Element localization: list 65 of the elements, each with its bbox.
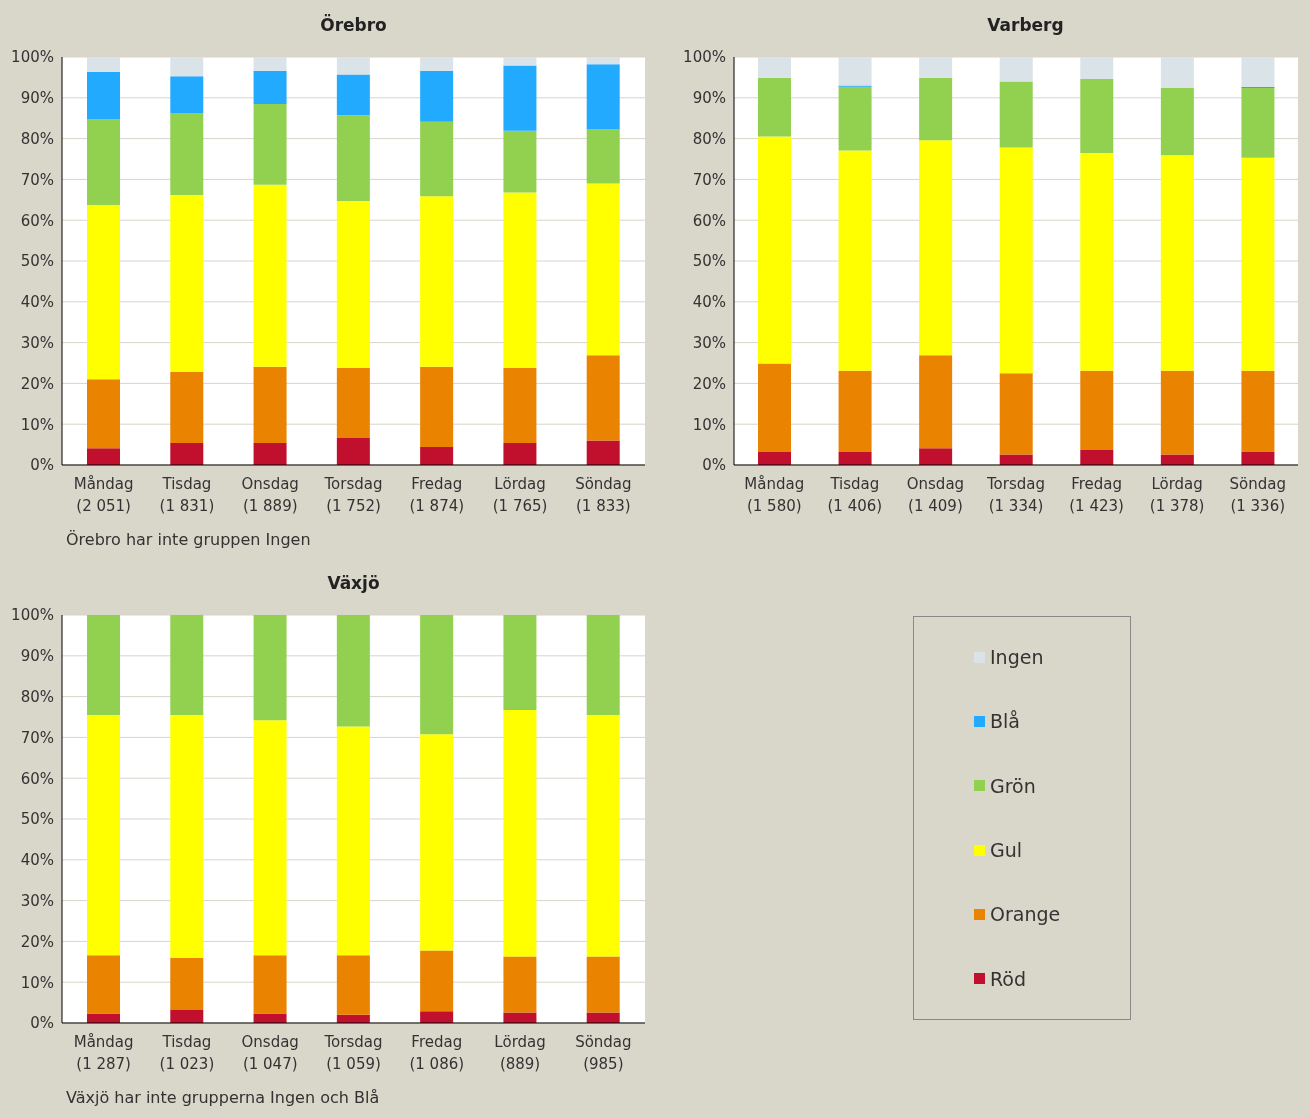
y-tick-label: 100%: [11, 606, 54, 625]
x-tick-label: Fredag (1 423): [1069, 475, 1124, 515]
x-tick-label: Fredag (1 086): [409, 1033, 465, 1073]
x-tick-label: Fredag (1 874): [409, 475, 465, 515]
y-tick-label: 20%: [20, 374, 54, 393]
chart-title: Varberg: [986, 15, 1065, 35]
y-tick-label: 20%: [20, 932, 54, 951]
y-tick-label: 100%: [11, 48, 54, 67]
x-tick-label: Tisdag (1 406): [827, 475, 883, 515]
x-tick-label: Lördag (1 765): [492, 475, 548, 515]
x-tick-label: Torsdag (1 752): [323, 475, 383, 515]
y-tick-label: 70%: [20, 170, 54, 189]
y-tick-label: 60%: [20, 769, 54, 788]
x-tick-label: Torsdag (1 059): [323, 1033, 383, 1073]
legend-label: Röd: [990, 967, 1027, 990]
y-tick-label: 90%: [20, 89, 54, 108]
chart-title: Växjö: [326, 573, 381, 593]
y-tick-label: 30%: [20, 333, 54, 352]
x-tick-label: Söndag (985): [575, 1033, 632, 1073]
y-tick-label: 0%: [30, 1014, 54, 1033]
x-tick-label: Lördag (889): [494, 1033, 546, 1073]
x-tick-label: Söndag (1 336): [1229, 475, 1286, 515]
text: Örebro har inte gruppen Ingen: [66, 530, 311, 549]
legend-label: Blå: [990, 710, 1020, 733]
x-tick-label: Tisdag (1 023): [159, 1033, 215, 1073]
y-tick-label: 10%: [20, 973, 54, 992]
y-tick-label: 20%: [692, 374, 726, 393]
y-tick-label: 10%: [20, 415, 54, 434]
x-tick-label: Onsdag (1 409): [906, 475, 965, 515]
y-tick-label: 60%: [692, 211, 726, 230]
x-tick-label: Onsdag (1 047): [241, 1033, 299, 1073]
y-tick-label: 40%: [20, 293, 54, 312]
y-tick-label: 50%: [20, 810, 54, 829]
legend-label: Ingen: [990, 646, 1044, 669]
y-tick-label: 0%: [702, 456, 726, 475]
y-tick-label: 50%: [692, 252, 726, 271]
legend-label: Gul: [990, 839, 1023, 862]
y-tick-label: 80%: [20, 687, 54, 706]
y-tick-label: 0%: [30, 456, 54, 475]
y-tick-label: 90%: [20, 647, 54, 666]
y-tick-label: 70%: [692, 170, 726, 189]
y-tick-label: 80%: [692, 129, 726, 148]
y-tick-label: 50%: [20, 252, 54, 271]
x-tick-label: Måndag (1 580): [744, 475, 805, 515]
y-tick-label: 10%: [692, 415, 726, 434]
legend-label: Orange: [990, 903, 1061, 926]
x-tick-label: Onsdag (1 889): [241, 475, 299, 515]
y-tick-label: 70%: [20, 728, 54, 747]
x-tick-label: Måndag (2 051): [73, 475, 134, 515]
y-tick-label: 30%: [692, 333, 726, 352]
legend-label: Grön: [990, 774, 1036, 797]
chart-title: Örebro: [319, 15, 388, 35]
x-tick-label: Söndag (1 833): [575, 475, 632, 515]
y-tick-label: 40%: [692, 293, 726, 312]
y-tick-label: 80%: [20, 129, 54, 148]
y-tick-label: 100%: [683, 48, 726, 67]
y-tick-label: 30%: [20, 891, 54, 910]
x-tick-label: Tisdag (1 831): [159, 475, 215, 515]
y-tick-label: 90%: [692, 89, 726, 108]
y-tick-label: 40%: [20, 851, 54, 870]
x-tick-label: Måndag (1 287): [73, 1033, 134, 1073]
x-tick-label: Torsdag (1 334): [985, 475, 1046, 515]
text: Växjö har inte grupperna Ingen och Blå: [66, 1088, 380, 1107]
y-tick-label: 60%: [20, 211, 54, 230]
x-tick-label: Lördag (1 378): [1149, 475, 1205, 515]
